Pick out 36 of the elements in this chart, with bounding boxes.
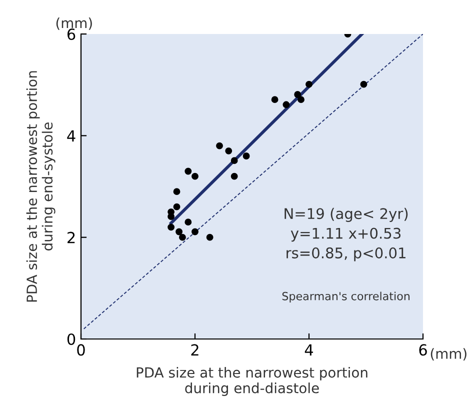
- x-tick-label: 2: [191, 344, 198, 356]
- annotation: Spearman's correlation: [282, 292, 410, 302]
- point: [192, 228, 198, 236]
- point: [225, 147, 232, 154]
- point: [298, 96, 304, 104]
- y-tick-label: 2: [68, 232, 75, 244]
- annotation: N=19 (age< 2yr) y=1.11 x+0.53 rs=0.85, p<0.01: [284, 208, 408, 262]
- point: [173, 188, 180, 196]
- point: [173, 203, 180, 210]
- x-tick-label: 4: [304, 344, 314, 356]
- point: [242, 152, 250, 160]
- point: [216, 142, 223, 150]
- point: [184, 218, 192, 226]
- text: (mm): [56, 18, 92, 30]
- y-tick-label: 4: [67, 130, 76, 142]
- point: [306, 80, 312, 88]
- x-tick-label: 6: [419, 344, 427, 356]
- point: [184, 168, 192, 175]
- point: [168, 213, 175, 220]
- point: [206, 234, 214, 241]
- point: [176, 228, 183, 236]
- point: [271, 96, 278, 104]
- point: [294, 91, 302, 98]
- text: (mm): [430, 348, 466, 361]
- point: [230, 157, 238, 164]
- point: [192, 172, 198, 180]
- y-tick-label: 0: [67, 333, 76, 346]
- point: [282, 101, 290, 108]
- x-tick-label: 0: [77, 344, 85, 356]
- x-axis-title: PDA size at the narrowest portion during end-diastole: [136, 366, 368, 396]
- y-tick-label: 6: [67, 28, 76, 40]
- point: [230, 172, 238, 180]
- point: [178, 234, 186, 241]
- y-axis-title: PDA size at the narrowest portion during end-systole: [26, 71, 56, 302]
- point: [168, 224, 175, 231]
- point: [360, 80, 368, 88]
